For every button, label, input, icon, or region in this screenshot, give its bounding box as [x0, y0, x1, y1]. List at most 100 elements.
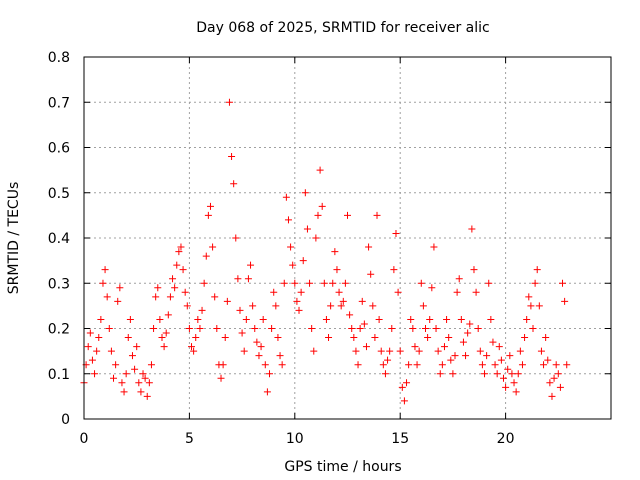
data-point	[445, 334, 453, 342]
data-point	[135, 379, 143, 387]
data-point	[550, 374, 558, 382]
data-point	[335, 288, 343, 296]
data-point	[259, 315, 267, 323]
data-point	[362, 343, 370, 351]
data-point	[373, 211, 381, 219]
data-point	[196, 325, 204, 332]
y-tick-label: 0.8	[48, 50, 70, 66]
data-point	[365, 243, 373, 251]
data-point	[390, 266, 398, 274]
data-point	[322, 315, 330, 323]
data-point	[457, 315, 465, 323]
data-point	[478, 361, 486, 369]
data-point	[156, 315, 164, 323]
data-point	[314, 211, 322, 219]
data-point	[190, 347, 198, 355]
y-tick-label: 0.2	[48, 322, 70, 338]
data-point	[110, 374, 118, 382]
x-tick-label: 5	[185, 431, 194, 447]
data-point	[150, 325, 158, 332]
x-tick-label: 0	[80, 431, 89, 447]
data-point	[559, 279, 567, 287]
data-point	[339, 297, 347, 305]
data-point	[131, 365, 139, 373]
data-point	[118, 379, 126, 387]
data-point	[221, 334, 229, 342]
data-point	[280, 279, 288, 287]
data-point	[238, 329, 246, 337]
data-point	[185, 325, 193, 332]
data-point	[137, 388, 145, 396]
y-tick-label: 0.1	[48, 367, 70, 383]
data-point	[255, 352, 263, 360]
data-point	[164, 311, 172, 319]
data-point	[86, 329, 94, 337]
data-point	[499, 374, 507, 382]
data-point	[411, 343, 419, 351]
data-point	[481, 370, 489, 378]
data-point	[310, 347, 318, 355]
data-point	[348, 325, 356, 332]
data-point	[510, 379, 518, 387]
data-point	[316, 166, 324, 174]
data-point	[430, 243, 438, 251]
data-point	[375, 315, 383, 323]
data-point	[91, 370, 99, 378]
data-point	[495, 343, 503, 351]
data-point	[394, 288, 402, 296]
data-point	[506, 352, 514, 360]
data-point	[337, 302, 345, 310]
data-point	[329, 279, 337, 287]
data-point	[403, 379, 411, 387]
data-point	[381, 370, 389, 378]
data-point	[247, 261, 255, 269]
data-point	[293, 297, 301, 305]
data-point	[289, 261, 297, 269]
data-point	[344, 211, 351, 219]
chart-title: Day 068 of 2025, SRMTID for receiver ali…	[196, 20, 489, 36]
data-point	[103, 293, 111, 301]
data-point	[145, 379, 153, 387]
data-point	[230, 180, 238, 188]
data-point	[462, 352, 470, 360]
data-point	[169, 275, 177, 283]
data-point	[84, 343, 92, 351]
data-point	[291, 279, 299, 287]
data-point	[282, 193, 290, 201]
data-point	[251, 325, 259, 332]
data-point	[548, 392, 556, 400]
data-point	[518, 361, 526, 369]
x-axis-label: GPS time / hours	[284, 459, 401, 475]
data-points	[80, 98, 571, 405]
data-point	[152, 293, 160, 301]
data-point	[99, 279, 107, 287]
data-point	[107, 347, 115, 355]
data-point	[523, 315, 531, 323]
data-point	[177, 243, 185, 251]
data-point	[295, 306, 303, 314]
x-tick-label: 10	[286, 431, 304, 447]
data-point	[278, 361, 286, 369]
data-point	[556, 383, 564, 391]
y-tick-labels: 0 0.1 0.2 0.3 0.4 0.5 0.6 0.7 0.8	[48, 50, 70, 428]
data-point	[453, 288, 461, 296]
data-point	[253, 338, 261, 346]
data-point	[188, 343, 196, 351]
data-point	[350, 334, 358, 342]
data-point	[379, 361, 387, 369]
data-point	[299, 257, 307, 265]
data-point	[468, 225, 476, 233]
data-point	[171, 284, 179, 292]
data-point	[356, 325, 364, 332]
data-point	[392, 229, 400, 237]
data-point	[327, 302, 335, 310]
data-point	[455, 275, 463, 283]
data-point	[175, 248, 183, 256]
data-point	[181, 288, 189, 296]
y-tick-label: 0.5	[48, 186, 70, 202]
data-point	[202, 252, 210, 260]
data-point	[464, 329, 472, 337]
data-point	[318, 202, 326, 210]
data-point	[93, 347, 101, 355]
